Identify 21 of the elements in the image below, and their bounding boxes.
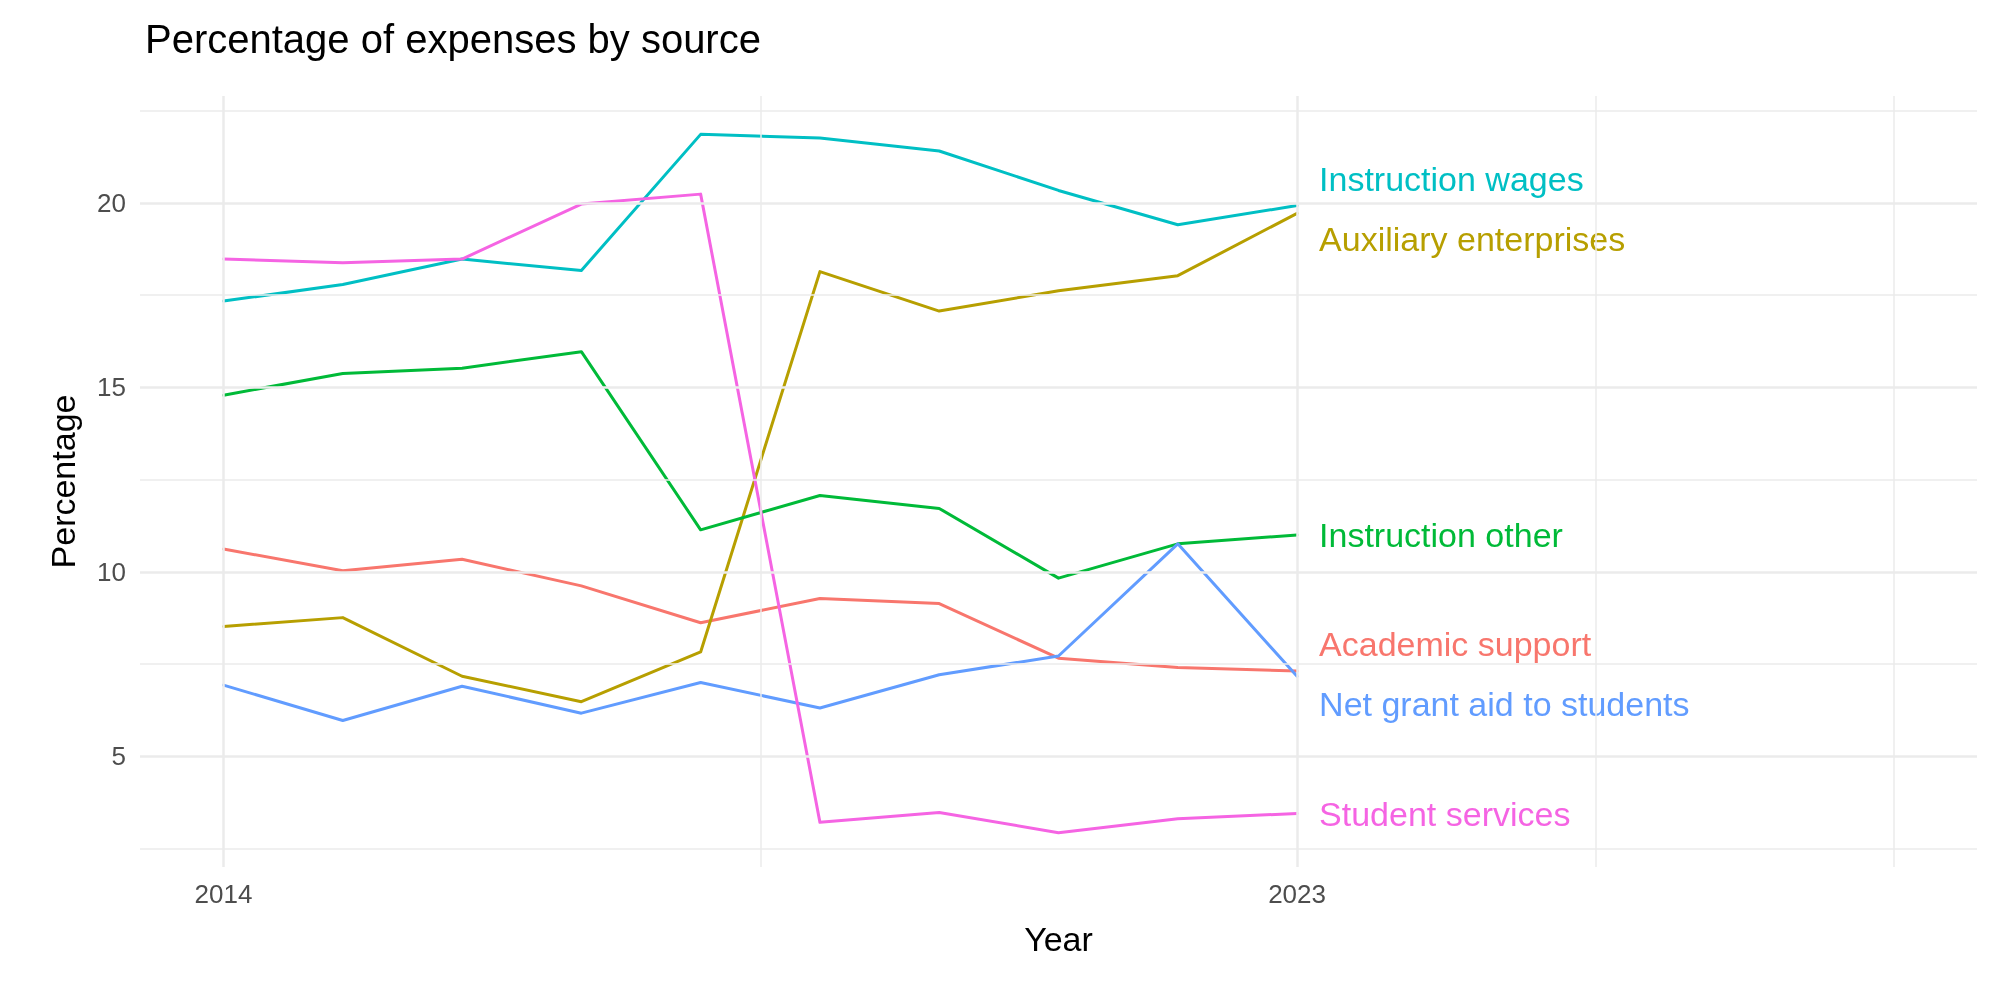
series-label: Net grant aid to students [1319,684,1690,723]
line-series [222,132,1299,303]
series-label: Instruction other [1319,515,1563,554]
series-label: Academic support [1319,624,1592,663]
y-tick-label: 15 [97,372,126,403]
line-series [222,542,1299,723]
y-tick-label: 5 [111,741,126,772]
y-tick-label: 10 [97,556,126,587]
x-tick-label: 2014 [194,879,253,909]
y-axis-title: Percentage [44,394,82,569]
line-series [222,350,1299,580]
line-series [222,547,1299,673]
y-tick-label: 20 [97,187,126,218]
line-series [222,211,1299,704]
x-axis-title: Year [1024,920,1093,958]
series-label: Auxiliary enterprises [1319,220,1626,259]
x-tick-label: 2023 [1268,879,1326,909]
line-series [222,192,1299,835]
series-label: Instruction wages [1319,160,1584,199]
series-label: Student services [1319,794,1571,833]
chart-title: Percentage of expenses by source [145,17,761,61]
